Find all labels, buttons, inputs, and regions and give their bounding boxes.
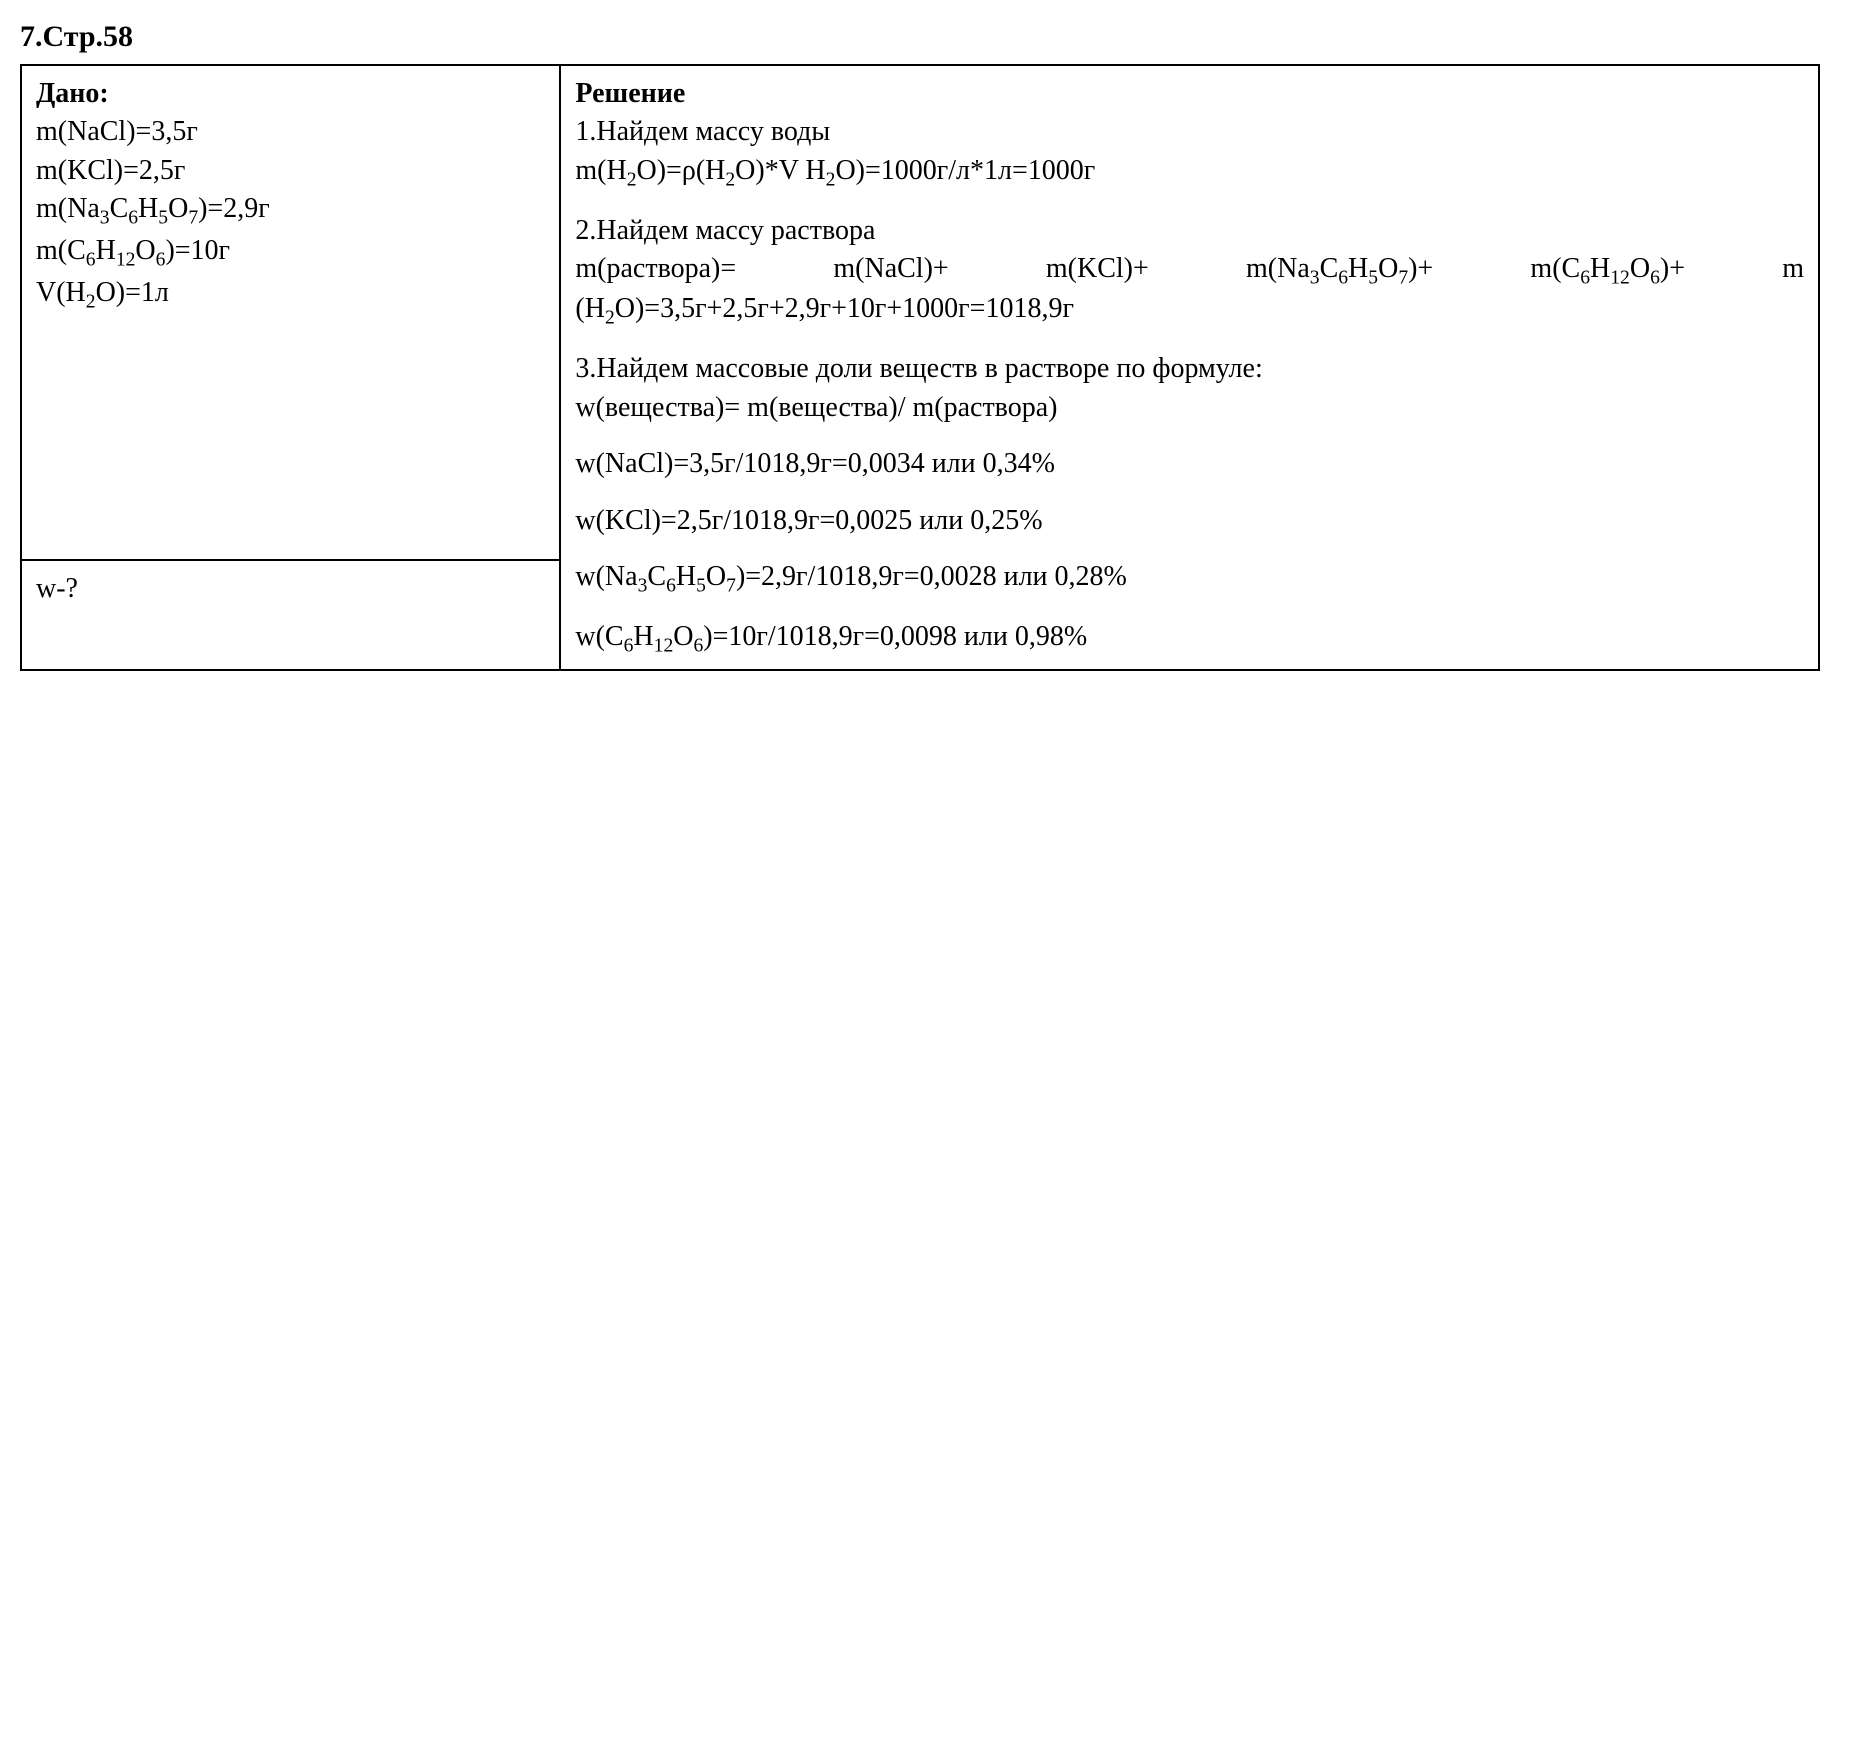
page-title: 7.Стр.58 <box>20 20 1829 54</box>
step-2: 2.Найдем массу раствора m(раствора)= m(N… <box>575 213 1804 332</box>
step-equation: m(H2O)=ρ(H2O)*V H2O)=1000г/л*1л=1000г <box>575 153 1804 193</box>
given-line: m(C6H12O6)=10г <box>36 233 545 273</box>
step-1: 1.Найдем массу воды m(H2O)=ρ(H2O)*V H2O)… <box>575 114 1804 192</box>
result-2: w(KCl)=2,5г/1018,9г=0,0025 или 0,25% <box>575 503 1804 539</box>
find-line: w-? <box>36 571 545 607</box>
given-header: Дано: <box>36 76 545 112</box>
result-line: w(Na3C6H5O7)=2,9г/1018,9г=0,0028 или 0,2… <box>575 559 1804 599</box>
given-line: m(KCl)=2,5г <box>36 153 545 189</box>
solution-cell: Решение 1.Найдем массу воды m(H2O)=ρ(H2O… <box>560 65 1819 670</box>
result-line: w(KCl)=2,5г/1018,9г=0,0025 или 0,25% <box>575 503 1804 539</box>
step-3: 3.Найдем массовые доли веществ в раствор… <box>575 351 1804 426</box>
given-line: m(Na3C6H5O7)=2,9г <box>36 191 545 231</box>
step-formula: w(вещества)= m(вещества)/ m(раствора) <box>575 390 1804 426</box>
solution-header: Решение <box>575 76 1804 112</box>
result-3: w(Na3C6H5O7)=2,9г/1018,9г=0,0028 или 0,2… <box>575 559 1804 599</box>
given-line: V(H2O)=1л <box>36 275 545 315</box>
step-title: 2.Найдем массу раствора <box>575 213 1804 249</box>
find-cell: w-? <box>21 560 560 671</box>
result-1: w(NaCl)=3,5г/1018,9г=0,0034 или 0,34% <box>575 446 1804 482</box>
result-line: w(C6H12O6)=10г/1018,9г=0,0098 или 0,98% <box>575 619 1804 659</box>
given-line: m(NaCl)=3,5г <box>36 114 545 150</box>
result-4: w(C6H12O6)=10г/1018,9г=0,0098 или 0,98% <box>575 619 1804 659</box>
given-cell: Дано: m(NaCl)=3,5г m(KCl)=2,5г m(Na3C6H5… <box>21 65 560 560</box>
problem-table: Дано: m(NaCl)=3,5г m(KCl)=2,5г m(Na3C6H5… <box>20 64 1820 671</box>
result-line: w(NaCl)=3,5г/1018,9г=0,0034 или 0,34% <box>575 446 1804 482</box>
step-title: 1.Найдем массу воды <box>575 114 1804 150</box>
step-equation: m(раствора)= m(NaCl)+ m(KCl)+ m(Na3C6H5O… <box>575 251 1804 331</box>
step-title: 3.Найдем массовые доли веществ в раствор… <box>575 351 1804 387</box>
